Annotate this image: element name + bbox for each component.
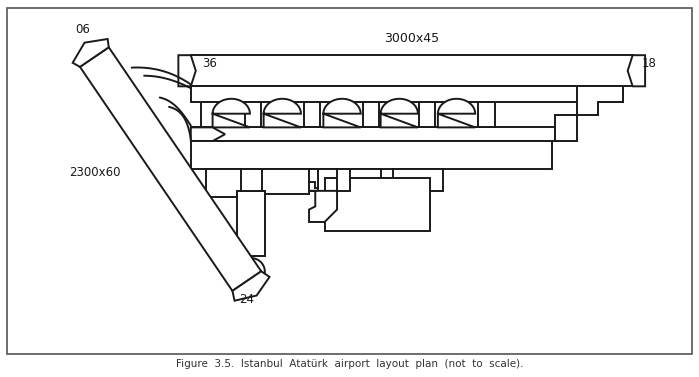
Polygon shape xyxy=(309,191,337,222)
Polygon shape xyxy=(555,86,624,141)
Polygon shape xyxy=(232,271,270,301)
Polygon shape xyxy=(178,55,196,86)
Polygon shape xyxy=(206,169,244,197)
Text: 36: 36 xyxy=(202,57,217,70)
Polygon shape xyxy=(628,55,645,86)
Text: 24: 24 xyxy=(239,293,254,306)
Polygon shape xyxy=(309,169,318,188)
Text: 2300x60: 2300x60 xyxy=(69,166,121,179)
Polygon shape xyxy=(304,103,320,127)
Polygon shape xyxy=(191,86,624,103)
Polygon shape xyxy=(381,99,418,127)
Polygon shape xyxy=(363,103,380,127)
Polygon shape xyxy=(73,39,109,67)
Polygon shape xyxy=(393,169,443,191)
Polygon shape xyxy=(264,99,301,127)
Polygon shape xyxy=(256,169,309,194)
Text: 18: 18 xyxy=(642,57,657,70)
Polygon shape xyxy=(318,169,381,194)
Text: 06: 06 xyxy=(75,23,89,36)
Polygon shape xyxy=(245,103,261,127)
Polygon shape xyxy=(419,103,435,127)
Polygon shape xyxy=(191,127,225,141)
Polygon shape xyxy=(324,178,431,231)
Polygon shape xyxy=(238,191,266,256)
Polygon shape xyxy=(191,127,555,141)
Polygon shape xyxy=(191,141,552,169)
Polygon shape xyxy=(337,169,350,191)
Polygon shape xyxy=(438,99,475,127)
Polygon shape xyxy=(212,99,250,127)
Polygon shape xyxy=(201,103,217,127)
Text: 3000x45: 3000x45 xyxy=(384,32,439,45)
Polygon shape xyxy=(324,99,361,127)
Polygon shape xyxy=(191,55,633,86)
Polygon shape xyxy=(240,169,262,191)
Polygon shape xyxy=(80,47,261,291)
Polygon shape xyxy=(478,103,494,127)
Text: Figure  3.5.  Istanbul  Atatürk  airport  layout  plan  (not  to  scale).: Figure 3.5. Istanbul Atatürk airport lay… xyxy=(175,359,524,369)
